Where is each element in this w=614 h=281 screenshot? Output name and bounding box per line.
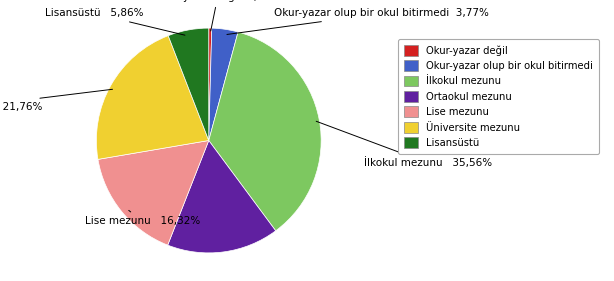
Wedge shape: [98, 140, 209, 245]
Wedge shape: [168, 28, 209, 140]
Text: Lisansüstü   5,86%: Lisansüstü 5,86%: [45, 8, 185, 35]
Legend: Okur-yazar değil, Okur-yazar olup bir okul bitirmedi, İlkokul mezunu, Ortaokul m: Okur-yazar değil, Okur-yazar olup bir ok…: [398, 39, 599, 154]
Wedge shape: [96, 36, 209, 159]
Text: Okur-yazar değil  0,42%: Okur-yazar değil 0,42%: [155, 0, 281, 31]
Text: Lise mezunu   16,32%: Lise mezunu 16,32%: [85, 210, 200, 226]
Wedge shape: [209, 28, 212, 140]
Text: İlkokul mezunu   35,56%: İlkokul mezunu 35,56%: [316, 121, 492, 168]
Text: Okur-yazar olup bir okul bitirmedi  3,77%: Okur-yazar olup bir okul bitirmedi 3,77%: [227, 8, 489, 35]
Wedge shape: [209, 32, 321, 231]
Text: Üniversite mezunu  21,76%: Üniversite mezunu 21,76%: [0, 89, 112, 112]
Wedge shape: [209, 28, 238, 140]
Wedge shape: [168, 140, 276, 253]
